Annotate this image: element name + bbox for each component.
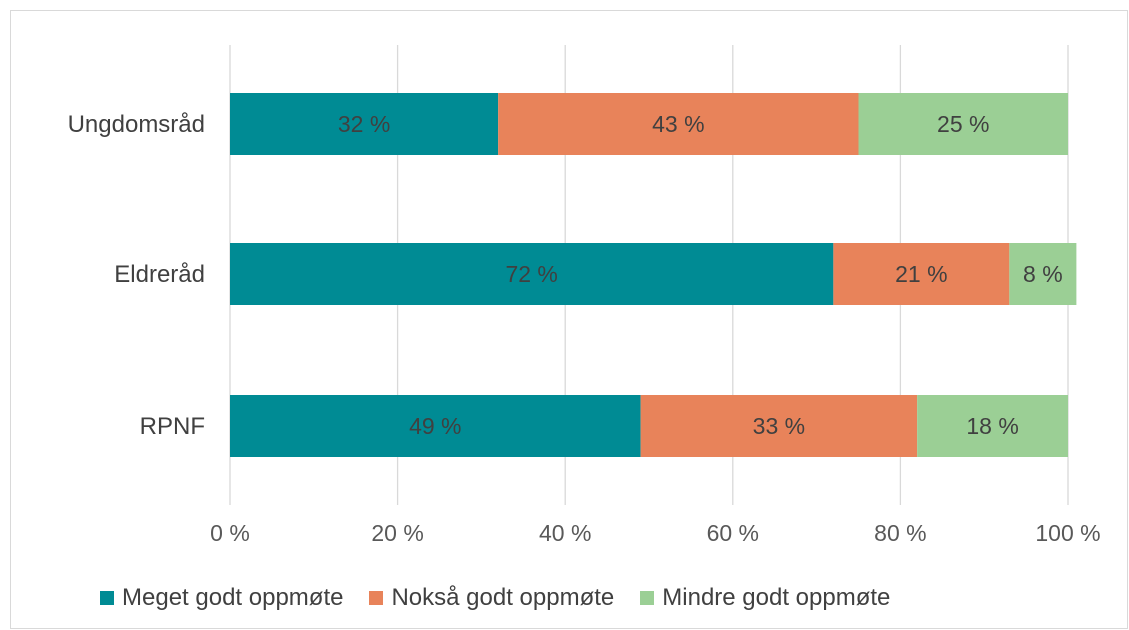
- bar-segment: [833, 243, 1010, 305]
- category-label: Eldreråd: [114, 261, 205, 288]
- bar-segment: [498, 93, 859, 155]
- data-label: 49 %: [409, 413, 461, 439]
- legend-item: Mindre godt oppmøte: [640, 584, 890, 612]
- data-label: 25 %: [937, 111, 989, 137]
- bar-segment: [230, 243, 834, 305]
- bar-segment: [917, 395, 1068, 457]
- x-tick-label: 60 %: [707, 520, 759, 546]
- bar-segment: [230, 395, 641, 457]
- data-label: 72 %: [505, 261, 557, 287]
- bar-segment: [1009, 243, 1077, 305]
- data-label: 43 %: [652, 111, 704, 137]
- legend-item: Nokså godt oppmøte: [369, 584, 614, 612]
- x-tick-label: 100 %: [1035, 520, 1100, 546]
- legend-swatch: [640, 591, 655, 605]
- data-label: 33 %: [753, 413, 805, 439]
- data-label: 21 %: [895, 261, 947, 287]
- legend-label: Mindre godt oppmøte: [662, 584, 891, 611]
- bar-segment: [640, 395, 918, 457]
- x-tick-label: 0 %: [210, 520, 250, 546]
- x-tick-label: 20 %: [371, 520, 423, 546]
- legend-label: Meget godt oppmøte: [122, 584, 344, 611]
- bar-segment: [230, 93, 499, 155]
- legend-item: Meget godt oppmøte: [100, 584, 343, 612]
- data-label: 18 %: [966, 413, 1018, 439]
- category-label: RPNF: [140, 413, 205, 440]
- legend-swatch: [100, 591, 114, 605]
- data-label: 8 %: [1023, 261, 1063, 287]
- data-label: 32 %: [338, 111, 390, 137]
- legend-swatch: [369, 591, 384, 605]
- x-tick-label: 80 %: [874, 520, 926, 546]
- x-tick-label: 40 %: [539, 520, 591, 546]
- legend-label: Nokså godt oppmøte: [391, 584, 615, 611]
- bar-segment: [858, 93, 1068, 155]
- chart-legend: Meget godt oppmøte Nokså godt oppmøte Mind…: [100, 578, 890, 618]
- category-label: Ungdomsråd: [68, 111, 205, 138]
